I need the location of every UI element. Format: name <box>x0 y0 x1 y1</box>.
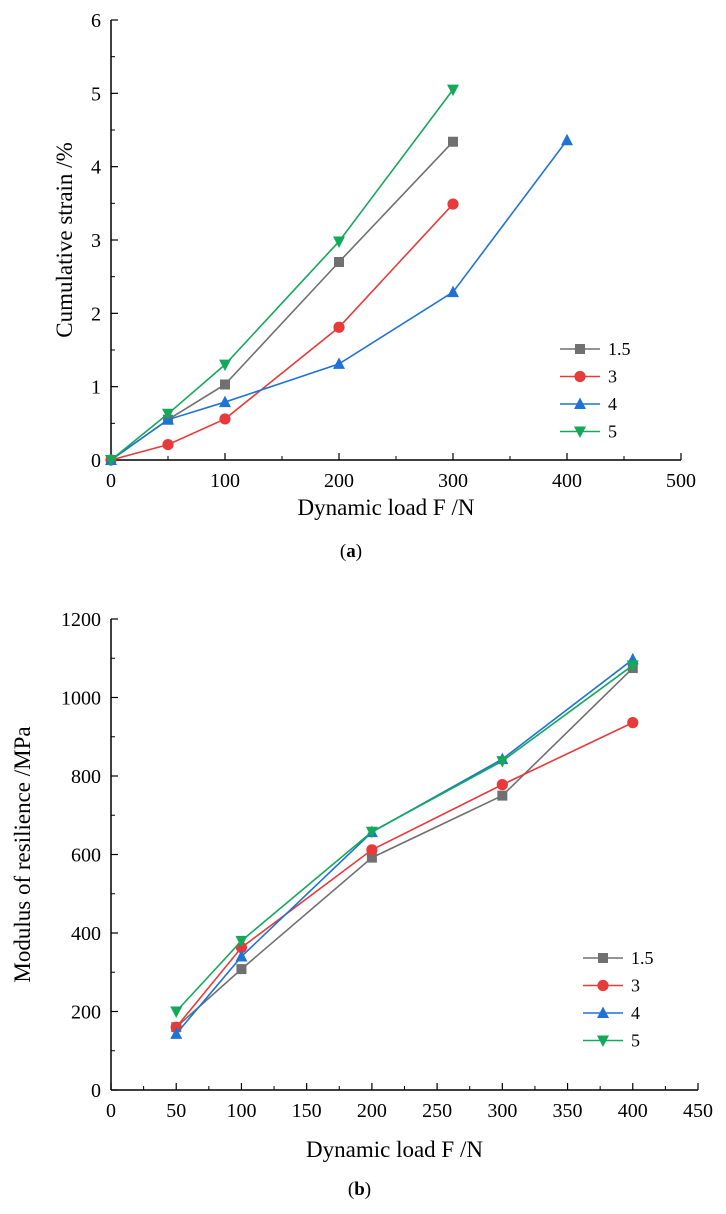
data-point-1.5 <box>497 790 508 801</box>
x-tick-label: 100 <box>226 1100 256 1122</box>
legend-label: 4 <box>631 1003 640 1023</box>
x-tick-label: 300 <box>487 1100 517 1122</box>
data-point-1.5 <box>236 964 247 975</box>
legend-marker-3 <box>597 979 609 992</box>
data-point-3 <box>219 413 231 425</box>
legend-marker-5 <box>574 426 586 438</box>
legend-marker-1.5 <box>598 953 608 963</box>
data-point-1.5 <box>334 257 344 267</box>
panel-caption: (a) <box>340 541 362 562</box>
y-tick-label: 2 <box>91 303 101 325</box>
x-tick-label: 50 <box>166 1100 186 1122</box>
x-tick-label: 500 <box>666 470 696 492</box>
legend-marker-3 <box>574 370 586 383</box>
x-tick-label: 400 <box>552 470 582 492</box>
y-tick-label: 3 <box>91 230 101 252</box>
data-point-3 <box>162 439 174 451</box>
y-tick-label: 5 <box>91 83 101 105</box>
legend-marker-4 <box>574 397 586 409</box>
data-point-3 <box>496 779 508 791</box>
x-tick-label: 400 <box>618 1100 648 1122</box>
x-tick-label: 0 <box>106 470 116 492</box>
y-tick-label: 6 <box>91 10 101 32</box>
x-tick-label: 350 <box>553 1100 583 1122</box>
x-tick-label: 200 <box>324 470 354 492</box>
data-point-5 <box>162 408 174 421</box>
x-axis-label: Dynamic load F /N <box>298 495 475 520</box>
data-point-3 <box>333 321 345 333</box>
y-tick-label: 800 <box>71 766 101 788</box>
data-point-3 <box>627 717 639 729</box>
legend-label: 5 <box>608 422 617 442</box>
x-tick-label: 250 <box>422 1100 452 1122</box>
data-point-3 <box>447 198 459 210</box>
series-line-4 <box>110 139 568 461</box>
x-tick-label: 450 <box>683 1100 713 1122</box>
data-point-5 <box>333 236 345 248</box>
legend-label: 3 <box>608 367 617 387</box>
legend-marker-1.5 <box>575 344 585 354</box>
data-point-1.5 <box>448 136 458 147</box>
data-point-1.5 <box>366 852 377 863</box>
data-point-5 <box>447 84 459 97</box>
data-point-4 <box>333 357 345 369</box>
data-point-5 <box>496 756 509 768</box>
x-tick-label: 200 <box>357 1100 387 1122</box>
x-tick-label: 300 <box>438 470 468 492</box>
data-point-3 <box>366 844 378 856</box>
y-tick-label: 200 <box>71 1002 101 1024</box>
data-point-4 <box>447 285 459 298</box>
y-axis-label: Modulus of resilience /MPa <box>10 726 35 982</box>
legend-label: 4 <box>608 394 617 414</box>
y-tick-label: 0 <box>91 1080 101 1102</box>
y-axis-label: Cumulative strain /% <box>52 142 77 337</box>
legend-label: 1.5 <box>608 339 631 359</box>
x-tick-label: 0 <box>106 1100 116 1122</box>
data-point-5 <box>219 359 231 372</box>
y-tick-label: 1 <box>91 377 101 399</box>
data-point-5 <box>105 455 117 467</box>
legend-label: 1.5 <box>631 948 654 968</box>
data-point-1.5 <box>220 379 230 390</box>
y-tick-label: 0 <box>91 450 101 472</box>
data-point-5 <box>626 660 639 672</box>
chart-panel-a: 0 100 200 300 400 500 0 1 2 3 4 5 6 Dynamic load F /N… <box>52 10 696 562</box>
data-point-5 <box>235 935 248 948</box>
data-point-4 <box>219 395 231 408</box>
data-point-4 <box>235 950 248 962</box>
data-point-4 <box>170 1027 183 1039</box>
y-tick-label: 400 <box>71 923 101 945</box>
data-point-5 <box>170 1006 183 1018</box>
y-tick-label: 1200 <box>61 609 101 631</box>
series-line-1.5 <box>110 141 454 461</box>
legend-label: 3 <box>631 976 640 996</box>
chart-panel-b: 0 50 100 150 200 250 300 350 400 450 0 200 400 600 800… <box>10 609 713 1200</box>
series-line-3 <box>110 203 454 461</box>
y-tick-label: 600 <box>71 845 101 867</box>
series-line-5 <box>110 89 454 461</box>
x-tick-label: 100 <box>210 470 240 492</box>
x-axis-label: Dynamic load F /N <box>306 1137 483 1162</box>
legend-label: 5 <box>631 1031 640 1051</box>
y-tick-label: 4 <box>91 157 101 179</box>
x-tick-label: 150 <box>292 1100 322 1122</box>
panel-caption: (b) <box>348 1179 371 1200</box>
data-point-4 <box>561 133 573 146</box>
legend-marker-4 <box>597 1006 609 1018</box>
y-tick-label: 1000 <box>61 688 101 710</box>
data-point-5 <box>365 826 378 839</box>
legend-marker-5 <box>597 1035 609 1047</box>
series-line-3 <box>175 721 634 1028</box>
